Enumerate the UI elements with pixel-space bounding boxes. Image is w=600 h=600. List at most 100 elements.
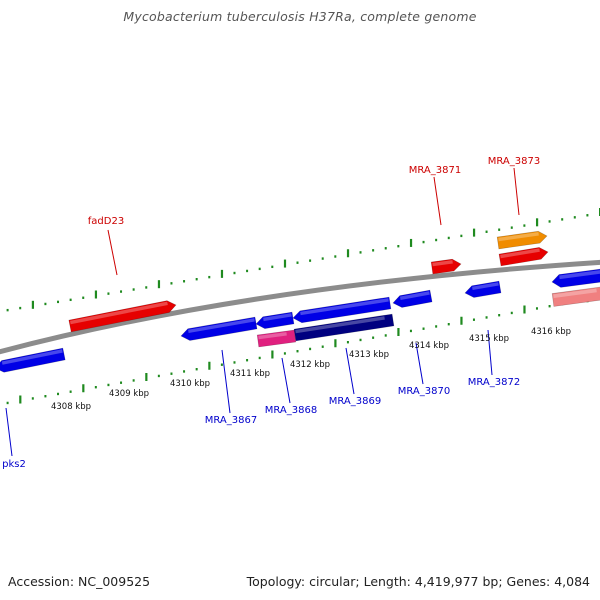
forward-major-tick [472,228,476,237]
reverse-major-tick [19,395,22,404]
reverse-minor-tick [535,307,538,310]
reverse-gene-arrow[interactable] [0,347,66,374]
reverse-minor-tick [170,372,173,375]
scale-label: 4316 kbp [531,327,571,337]
reverse-minor-tick [296,350,299,353]
reverse-minor-tick [44,395,47,398]
forward-minor-tick [321,257,324,260]
gene-label[interactable]: MRA_3868 [265,405,317,416]
reverse-minor-tick [346,341,349,344]
gene-labels: fadD23 MRA_3871 MRA_3873 pks2 MRA_3867 MRA_38… [2,156,540,470]
forward-minor-tick [296,261,299,264]
forward-minor-tick [447,236,450,240]
gene-label[interactable]: fadD23 [88,216,124,227]
forward-minor-tick [384,247,387,250]
forward-minor-tick [460,234,463,238]
forward-minor-tick [258,267,261,271]
gene-label[interactable]: MRA_3869 [329,396,381,407]
reverse-gene-arrow[interactable] [255,311,295,330]
genome-title: Mycobacterium tuberculosis H37Ra, comple… [123,9,477,24]
scale-label: 4308 kbp [51,402,91,412]
reverse-minor-tick [120,381,123,384]
scale-labels: 4308 kbp 4309 kbp 4310 kbp 4311 kbp 4312 kbp… [51,327,571,412]
reverse-minor-tick [57,392,60,396]
forward-minor-tick [208,275,211,279]
reverse-minor-tick [359,338,362,342]
forward-gene-arrow[interactable] [430,258,462,275]
reverse-minor-tick [372,336,375,339]
forward-minor-tick [397,245,400,248]
reverse-minor-tick [548,305,551,308]
reverse-label-leader [5,407,13,457]
reverse-minor-tick [498,314,501,317]
reverse-gene-arrow[interactable] [292,296,392,324]
reverse-gene-arrow[interactable] [551,268,600,289]
forward-minor-tick [523,224,526,227]
forward-minor-tick [19,306,22,310]
forward-minor-tick [6,308,9,312]
forward-label-leader [513,167,520,216]
reverse-major-tick [208,361,211,370]
forward-gene-arrow[interactable] [68,299,177,333]
scale-label: 4311 kbp [230,369,270,379]
gene-label[interactable]: MRA_3870 [398,386,450,397]
genome-stats-text: Topology: circular; Length: 4,419,977 bp… [246,574,590,589]
reverse-major-tick [82,384,85,393]
scale-label: 4310 kbp [170,379,210,389]
gene-label[interactable]: MRA_3872 [468,377,520,388]
reverse-gene-arrow[interactable] [392,289,433,309]
reverse-minor-tick [6,401,9,405]
gene-label[interactable]: MRA_3873 [488,156,540,167]
forward-minor-tick [510,226,513,229]
reverse-major-tick [397,328,400,336]
reverse-gene-arrow[interactable] [180,316,258,342]
reverse-gene-bar[interactable] [293,313,395,342]
reverse-gene-bar[interactable] [256,329,297,348]
reverse-gene-arrow[interactable] [464,280,502,299]
reverse-minor-tick [246,359,249,362]
forward-minor-tick [586,214,589,217]
scale-label: 4313 kbp [349,350,389,360]
forward-major-tick [409,238,413,247]
reverse-major-tick [523,305,526,314]
reverse-minor-tick [283,352,286,355]
gene-label[interactable]: pks2 [2,459,26,470]
forward-minor-tick [498,228,501,231]
forward-gene-arrow[interactable] [496,230,548,250]
reverse-minor-tick [183,370,186,373]
label-leaders [5,167,520,457]
reverse-label-leader [487,329,493,376]
forward-minor-tick [359,251,362,254]
scale-label: 4312 kbp [290,360,330,370]
backbone-line [0,259,600,355]
forward-minor-tick [485,230,488,233]
forward-minor-tick [309,259,312,262]
forward-minor-tick [120,290,123,293]
reverse-minor-tick [510,311,513,315]
gene-label[interactable]: MRA_3871 [409,165,461,176]
reverse-minor-tick [132,379,135,382]
reverse-minor-tick [157,374,160,378]
pseudogene-bar[interactable] [551,286,600,307]
gene-label[interactable]: MRA_3867 [205,415,257,426]
reverse-label-leader [415,342,424,385]
forward-minor-tick [548,220,551,223]
forward-major-tick [535,218,539,227]
forward-minor-tick [561,218,564,221]
reverse-major-tick [334,339,337,348]
forward-major-tick [220,269,224,278]
forward-minor-tick [170,282,173,285]
forward-minor-tick [435,238,438,242]
reverse-minor-tick [31,397,34,400]
forward-minor-tick [271,265,274,269]
reverse-minor-tick [409,329,412,333]
reverse-label-leader [281,357,291,404]
forward-major-tick [283,259,287,268]
scale-label: 4314 kbp [409,341,449,351]
forward-minor-tick [422,240,425,244]
forward-gene-arrow[interactable] [498,246,549,267]
reverse-minor-tick [435,325,438,328]
reverse-minor-tick [94,386,97,389]
forward-minor-tick [372,249,375,252]
forward-major-tick [94,290,98,299]
